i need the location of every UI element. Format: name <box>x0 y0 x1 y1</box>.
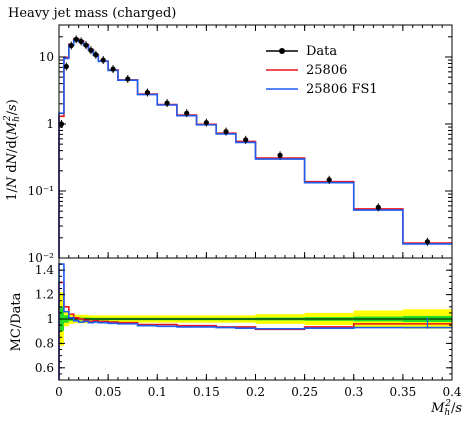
ratio-xtick-label: 0.2 <box>246 385 265 399</box>
legend-label-fs1: 25806 FS1 <box>306 82 378 97</box>
data-point <box>73 36 79 42</box>
legend-label-25806: 25806 <box>306 63 347 78</box>
ratio-xtick-label: 0 <box>55 385 63 399</box>
ratio-ytick-label: 1.2 <box>35 288 54 302</box>
data-point <box>203 119 209 126</box>
ratio-ytick-label: 1 <box>46 312 54 326</box>
data-point <box>78 38 84 44</box>
data-point <box>125 76 131 82</box>
ratio-line-25806 <box>58 281 452 380</box>
main-ytick-label: 1 <box>46 117 54 131</box>
x-axis-label: Mh2/s <box>430 399 462 418</box>
data-point <box>326 177 332 183</box>
data-point <box>164 100 170 106</box>
data-point <box>68 42 74 49</box>
ratio-xtick-label: 0.15 <box>193 385 220 399</box>
legend: Data 25806 25806 FS1 <box>266 44 378 97</box>
data-point <box>88 47 94 53</box>
data-point <box>277 152 283 158</box>
ratio-line-fs1 <box>58 263 452 380</box>
ratio-xtick-label: 0.05 <box>95 385 122 399</box>
main-ytick-label: 10⁻² <box>28 251 55 265</box>
ratio-ytick-label: 0.6 <box>35 361 54 375</box>
data-point <box>243 137 249 143</box>
data-point <box>110 66 116 72</box>
ratio-xtick-label: 0.3 <box>344 385 363 399</box>
ratio-xtick-label: 0.25 <box>291 385 318 399</box>
series-line-fs1 <box>58 39 452 258</box>
main-ytick-label: 10 <box>39 50 54 64</box>
main-panel: 10⁻² 10⁻¹ 1 10 <box>28 24 453 265</box>
data-point <box>100 57 106 63</box>
data-point <box>184 110 190 116</box>
legend-data-marker <box>279 48 285 54</box>
legend-label-data: Data <box>306 44 337 59</box>
main-ytick-label: 10⁻¹ <box>28 184 54 198</box>
data-point <box>223 128 229 135</box>
chart-title: Heavy jet mass (charged) <box>8 6 176 21</box>
data-point <box>375 204 381 210</box>
ratio-xtick-label: 0.4 <box>442 385 461 399</box>
ratio-xtick-label: 0.1 <box>148 385 167 399</box>
ratio-panel: 0.6 0.8 1 1.2 1.4 0 0.05 0.1 0.15 0.2 0.25 0.3 0.35 0… <box>35 257 462 399</box>
ratio-xtick-label: 0.35 <box>390 385 417 399</box>
data-point <box>83 42 89 48</box>
ratio-ytick-label: 1.4 <box>35 263 54 277</box>
y-axis-label: 1/N dN/d(Mh2/s) <box>3 99 22 201</box>
data-point <box>93 52 99 58</box>
ratio-ytick-label: 0.8 <box>35 336 54 350</box>
data-point <box>424 239 431 245</box>
ratio-y-axis-label: MC/Data <box>9 292 24 351</box>
data-point <box>144 89 151 96</box>
data-point <box>63 63 69 70</box>
